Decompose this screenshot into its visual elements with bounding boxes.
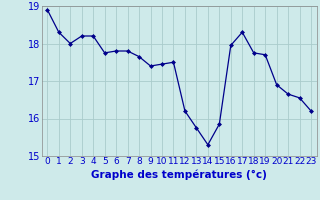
X-axis label: Graphe des températures (°c): Graphe des températures (°c) (91, 169, 267, 180)
